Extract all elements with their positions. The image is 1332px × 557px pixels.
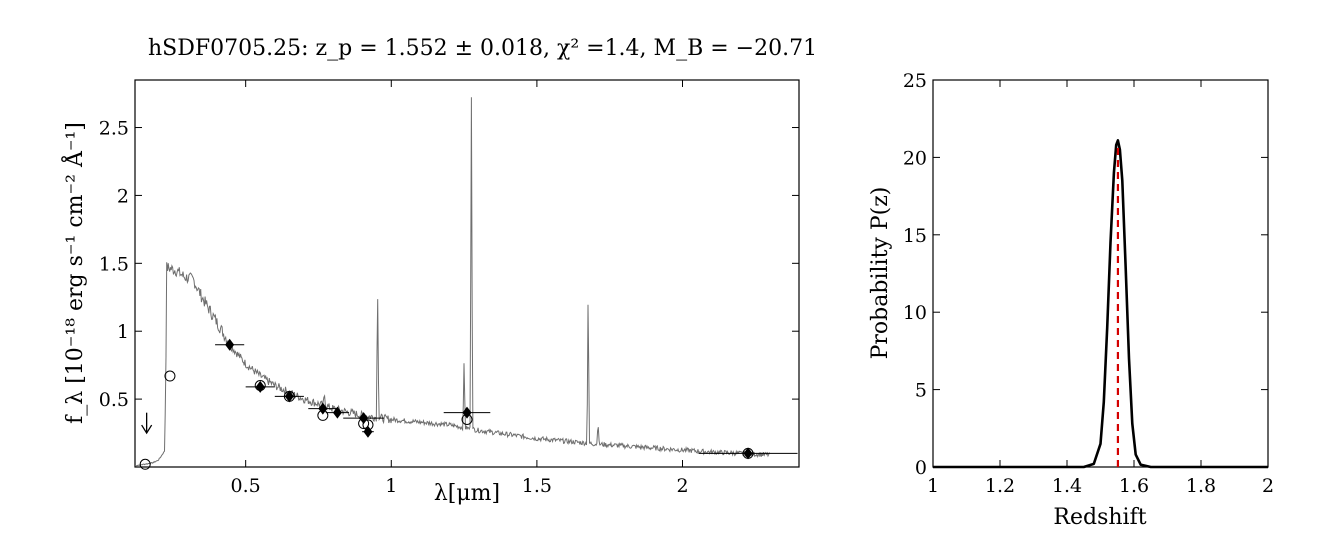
pz-x-tick-label: 1.4 [1052,475,1082,497]
sed-plot-frame [134,79,800,468]
sed-model-point [362,419,374,431]
sed-observed-point [743,447,753,460]
pz-y-tick-label: 10 [903,302,927,324]
sed-y-tick-label: 1.5 [99,253,129,275]
sed-y-tick-label: 2 [117,185,129,207]
sed-observed-point [332,406,342,419]
sed-observed-point [225,338,235,351]
pz-x-tick-label: 2 [1262,475,1274,497]
pz-plot-frame [932,79,1269,468]
sed-y-tick-label: 0.5 [99,389,129,411]
sed-model-point [139,458,151,470]
sed-x-tick-label: 1.5 [522,475,552,497]
pz-y-tick-label: 0 [915,457,927,479]
sed-model-point [461,413,473,425]
pz-x-tick-label: 1.8 [1186,475,1216,497]
sed-model-point [164,370,176,382]
sed-model-point [254,380,266,392]
sed-x-axis-label: λ[μm] [434,481,500,506]
sed-chart-title: hSDF0705.25: z_p = 1.552 ± 0.018, χ² =1.… [148,36,817,61]
sed-y-axis-label: f_λ [10⁻¹⁸ erg s⁻¹ cm⁻² Å⁻¹] [60,122,88,424]
sed-model-point [317,409,329,421]
sed-model-point [283,390,295,402]
pz-x-axis-label: Redshift [1053,505,1146,530]
sed-observed-point [363,425,373,438]
sed-observed-point [255,380,265,393]
sed-x-tick-label: 0.5 [231,475,261,497]
sed-spectrum-line [134,97,770,467]
pz-y-axis-label: Probability P(z) [868,187,893,360]
pz-y-tick-label: 20 [903,147,927,169]
sed-model-point [358,418,370,430]
sed-x-tick-label: 1 [385,475,397,497]
sed-upper-limit-arrowhead [141,424,153,435]
sed-observed-point [284,390,294,403]
sed-axis-ticks: 0.5 1 1.5 2 0.5 1 1.5 2 2.5 [99,80,799,497]
sed-observed-point [462,406,472,419]
pz-x-tick-label: 1.6 [1119,475,1149,497]
pz-plot-area [933,139,1268,469]
pz-y-tick-label: 15 [903,225,927,247]
pz-y-tick-label: 5 [915,380,927,402]
pz-x-tick-label: 1 [927,475,939,497]
sed-y-tick-label: 1 [117,321,129,343]
sed-y-tick-label: 2.5 [99,118,129,140]
sed-model-point [742,447,754,459]
pz-y-tick-label: 25 [903,70,927,92]
sed-observed-point [318,402,328,415]
pz-x-tick-label: 1.2 [985,475,1015,497]
sed-x-tick-label: 2 [676,475,688,497]
pz-probability-curve [933,139,1268,469]
sed-chart: hSDF0705.25: z_p = 1.552 ± 0.018, χ² =1.… [60,36,817,506]
sed-plot-area [134,97,798,470]
